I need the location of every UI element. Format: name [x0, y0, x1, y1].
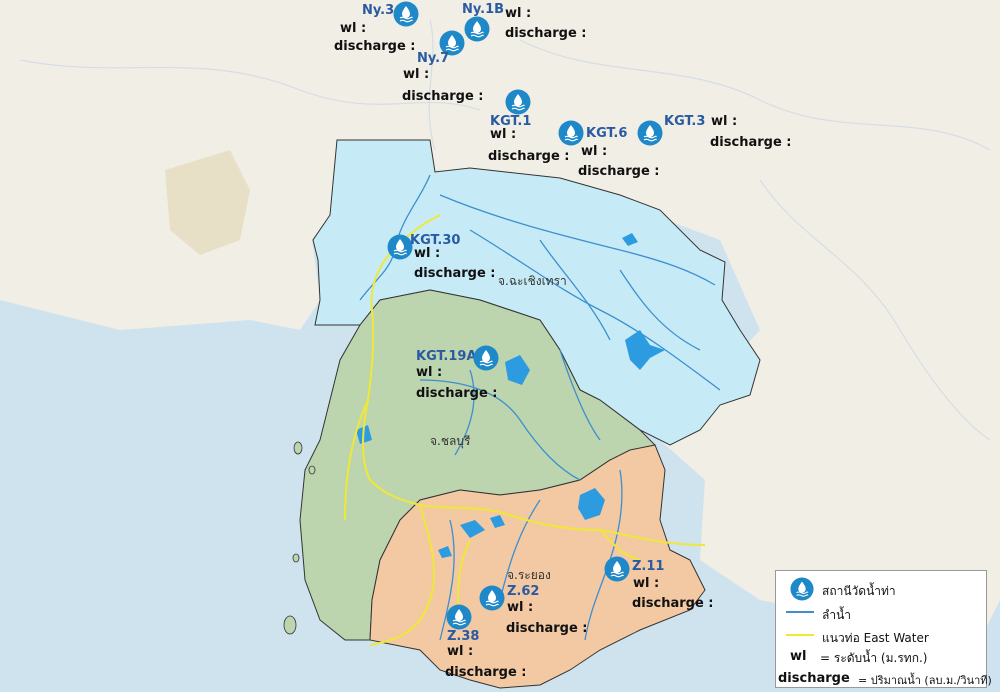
reservoir	[622, 233, 638, 246]
pipeline	[599, 529, 641, 561]
station-discharge-kgt1: discharge :	[488, 149, 570, 164]
reservoir	[625, 330, 665, 370]
station-wl-kgt6: wl :	[581, 144, 608, 159]
river	[559, 349, 601, 441]
station-discharge-ny3: discharge :	[334, 39, 416, 54]
map-legend: สถานีวัดน้ำท่า ลำน้ำ แนวท่อ East Water w…	[775, 570, 992, 688]
reservoir	[490, 515, 505, 528]
station-wl-z62: wl :	[507, 600, 534, 615]
station-gauge-icon[interactable]	[393, 1, 419, 27]
legend-river-label: ลำน้ำ	[822, 608, 852, 622]
station-wl-ny1b: wl :	[505, 6, 532, 21]
pipeline	[369, 504, 436, 646]
station-wl-kgt19a: wl :	[416, 365, 443, 380]
station-wl-kgt30: wl :	[414, 246, 441, 261]
island	[292, 553, 300, 563]
station-discharge-z38: discharge :	[445, 665, 527, 680]
island	[283, 615, 297, 635]
station-gauge-icon[interactable]	[637, 120, 663, 146]
province-label-chachoengsao: จ.ฉะเชิงเทรา	[498, 274, 567, 288]
reservoir	[505, 355, 530, 385]
river	[539, 239, 611, 341]
station-wl-kgt1: wl :	[490, 127, 517, 142]
station-discharge-kgt19a: discharge :	[416, 386, 498, 401]
legend-gauge-icon	[790, 577, 814, 601]
station-label-kgt6: KGT.6	[586, 126, 628, 141]
reservoir	[438, 546, 452, 558]
station-gauge-icon[interactable]	[558, 120, 584, 146]
legend-pipeline-label: แนวท่อ East Water	[822, 631, 929, 645]
bg-river	[428, 19, 436, 151]
province-label-rayong: จ.ระยอง	[507, 568, 551, 582]
legend-wl-key: wl	[790, 649, 807, 664]
station-gauge-icon[interactable]	[604, 556, 630, 582]
station-discharge-kgt30: discharge :	[414, 266, 496, 281]
station-gauge-icon[interactable]	[479, 585, 505, 611]
station-label-kgt1: KGT.1	[490, 114, 532, 129]
river	[419, 379, 581, 481]
river	[469, 229, 721, 391]
legend-river-line	[786, 611, 814, 613]
legend-discharge-definition: = ปริมาณน้ำ (ลบ.ม./วินาที)	[858, 674, 992, 687]
station-label-kgt30: KGT.30	[410, 233, 461, 248]
river	[619, 269, 701, 351]
bg-river	[519, 39, 991, 151]
station-discharge-ny1b: discharge :	[505, 26, 587, 41]
station-label-kgt3: KGT.3	[664, 114, 706, 129]
station-label-kgt19a: KGT.19A	[416, 349, 477, 364]
river	[499, 499, 541, 601]
station-discharge-z11: discharge :	[632, 596, 714, 611]
land-outside	[0, 0, 1000, 650]
legend-discharge-key: discharge	[778, 671, 850, 686]
station-gauge-icon[interactable]	[446, 604, 472, 630]
region-chachoengsao	[312, 139, 761, 446]
bg-river	[19, 59, 481, 111]
legend-station-label: สถานีวัดน้ำท่า	[822, 584, 896, 598]
reservoir	[460, 520, 485, 538]
legend-pipeline-line	[786, 634, 814, 636]
station-wl-ny7: wl :	[403, 67, 430, 82]
station-label-ny1b: Ny.1B	[462, 2, 505, 17]
river	[439, 194, 716, 286]
province-label-chonburi: จ.ชลบุรี	[430, 434, 471, 448]
station-discharge-kgt6: discharge :	[578, 164, 660, 179]
station-discharge-z62: discharge :	[506, 621, 588, 636]
station-label-ny3: Ny.3	[362, 3, 395, 18]
station-label-ny7: Ny.7	[417, 51, 450, 66]
island	[293, 441, 303, 455]
pipeline	[344, 399, 369, 521]
river	[439, 519, 455, 641]
station-wl-z38: wl :	[447, 644, 474, 659]
station-discharge-kgt3: discharge :	[710, 135, 792, 150]
station-gauge-icon[interactable]	[505, 89, 531, 115]
station-wl-ny3: wl :	[340, 21, 367, 36]
station-wl-z11: wl :	[633, 576, 660, 591]
station-gauge-icon[interactable]	[473, 345, 499, 371]
station-discharge-ny7: discharge :	[402, 89, 484, 104]
station-label-z38: Z.38	[447, 629, 480, 644]
station-label-z11: Z.11	[632, 559, 665, 574]
bg-river	[759, 179, 991, 441]
reservoir	[578, 488, 605, 520]
station-wl-kgt3: wl :	[711, 114, 738, 129]
station-label-z62: Z.62	[507, 584, 540, 599]
legend-wl-definition: = ระดับน้ำ (ม.รทก.)	[820, 651, 928, 665]
urban-area	[165, 150, 250, 255]
river	[454, 369, 475, 456]
island	[308, 465, 316, 475]
pipeline	[362, 214, 706, 546]
station-gauge-icon[interactable]	[464, 16, 490, 42]
